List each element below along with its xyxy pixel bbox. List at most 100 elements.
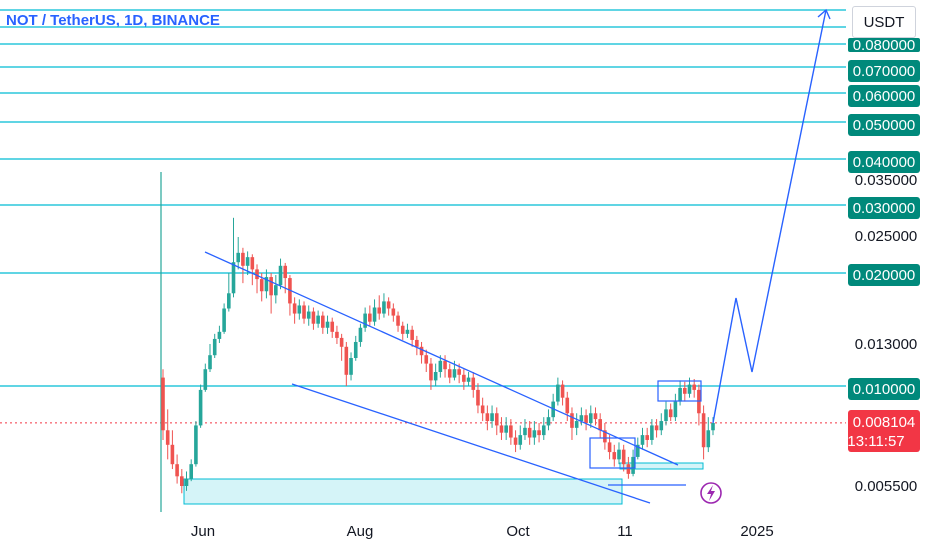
breakout-box <box>657 380 702 402</box>
candle-body <box>711 423 715 431</box>
candle-body <box>165 430 170 445</box>
candle-body <box>170 444 175 465</box>
candle <box>640 427 645 450</box>
arrow-head <box>817 8 831 20</box>
candle <box>607 435 612 460</box>
candle <box>429 358 433 390</box>
price-axis-labels: 0.070000 0.060000 0.050000 0.040000 0.030000… <box>847 37 920 495</box>
candle <box>217 325 222 343</box>
candle <box>494 407 499 436</box>
candle <box>194 421 198 467</box>
candle <box>438 355 443 378</box>
current-price-label: 0.008104 <box>853 414 916 431</box>
candle-body <box>556 384 560 402</box>
price-tick-label: 0.013000 <box>855 336 918 353</box>
candle-body <box>264 277 269 292</box>
chart-title: NOT / TetherUS, 1D, BINANCE <box>6 12 220 29</box>
candle-body <box>382 301 386 314</box>
level-label-bg <box>848 114 920 136</box>
candle <box>302 301 306 324</box>
candle <box>570 407 574 440</box>
candle-body <box>645 435 649 440</box>
candle <box>170 430 175 470</box>
time-tick-label: 2025 <box>740 523 773 540</box>
candle-body <box>377 307 382 314</box>
candle <box>255 264 259 294</box>
candle-body <box>447 369 452 378</box>
candle <box>678 380 682 406</box>
candle <box>316 310 320 328</box>
candle-body <box>480 405 485 414</box>
channel-upper-line <box>204 251 679 466</box>
candle <box>203 363 208 392</box>
candle-body <box>438 360 443 372</box>
candle <box>180 469 184 494</box>
candle <box>443 355 447 378</box>
candle <box>659 413 664 436</box>
candle-body <box>518 435 523 445</box>
candle <box>574 413 579 436</box>
candle <box>236 237 241 270</box>
candle <box>593 407 598 426</box>
candle-body <box>485 413 490 422</box>
candle-body <box>283 265 288 279</box>
currency-button[interactable]: USDT <box>852 6 916 38</box>
candle-body <box>278 265 283 286</box>
candle-body <box>476 389 480 406</box>
candle-body <box>306 311 311 319</box>
candle <box>654 419 659 438</box>
candle <box>368 305 372 326</box>
candle <box>650 419 654 445</box>
candle <box>306 305 311 326</box>
level-label-bg <box>848 38 920 52</box>
candle <box>184 471 189 491</box>
candle-body <box>617 449 621 460</box>
candle <box>321 311 325 334</box>
candle <box>391 303 396 322</box>
candle-body <box>180 476 184 486</box>
candle-body <box>400 325 405 334</box>
lightning-icon-ring <box>700 482 722 504</box>
candle-body <box>368 313 372 322</box>
level-label: 0.060000 <box>853 88 916 105</box>
candle-body <box>386 301 391 309</box>
candle-body <box>607 442 612 453</box>
candle <box>419 341 424 364</box>
candle <box>504 417 508 440</box>
candle-body <box>532 430 537 438</box>
time-tick-label: Jun <box>191 523 215 540</box>
candle-body <box>682 387 687 394</box>
candle-body <box>344 346 349 375</box>
candle-body <box>161 377 165 431</box>
candle-body <box>339 337 344 347</box>
candle-body <box>292 303 297 314</box>
candle-body <box>513 437 518 445</box>
candle-body <box>452 369 457 378</box>
candle-body <box>433 372 438 381</box>
candle-body <box>194 425 198 465</box>
candle <box>424 349 429 372</box>
candle-body <box>419 346 424 356</box>
candle <box>527 421 532 445</box>
candle-body <box>208 355 212 370</box>
horizontal-levels <box>0 9 846 512</box>
candle-body <box>598 419 602 431</box>
candle-body <box>499 425 504 433</box>
candle <box>584 409 588 431</box>
candle <box>621 444 626 472</box>
lightning-icon <box>700 482 722 504</box>
candle-body <box>466 377 471 382</box>
price-tick-label: 0.035000 <box>855 172 918 189</box>
candle-body <box>588 413 593 423</box>
candle <box>372 299 377 326</box>
candle-body <box>650 425 654 440</box>
candle-body <box>311 311 316 324</box>
candle-body <box>250 257 255 270</box>
candle <box>161 369 165 440</box>
candle-body <box>541 425 546 436</box>
level-label-bg <box>848 197 920 219</box>
candle <box>673 393 678 422</box>
candle <box>278 258 283 290</box>
level-label: 0.010000 <box>853 381 916 398</box>
